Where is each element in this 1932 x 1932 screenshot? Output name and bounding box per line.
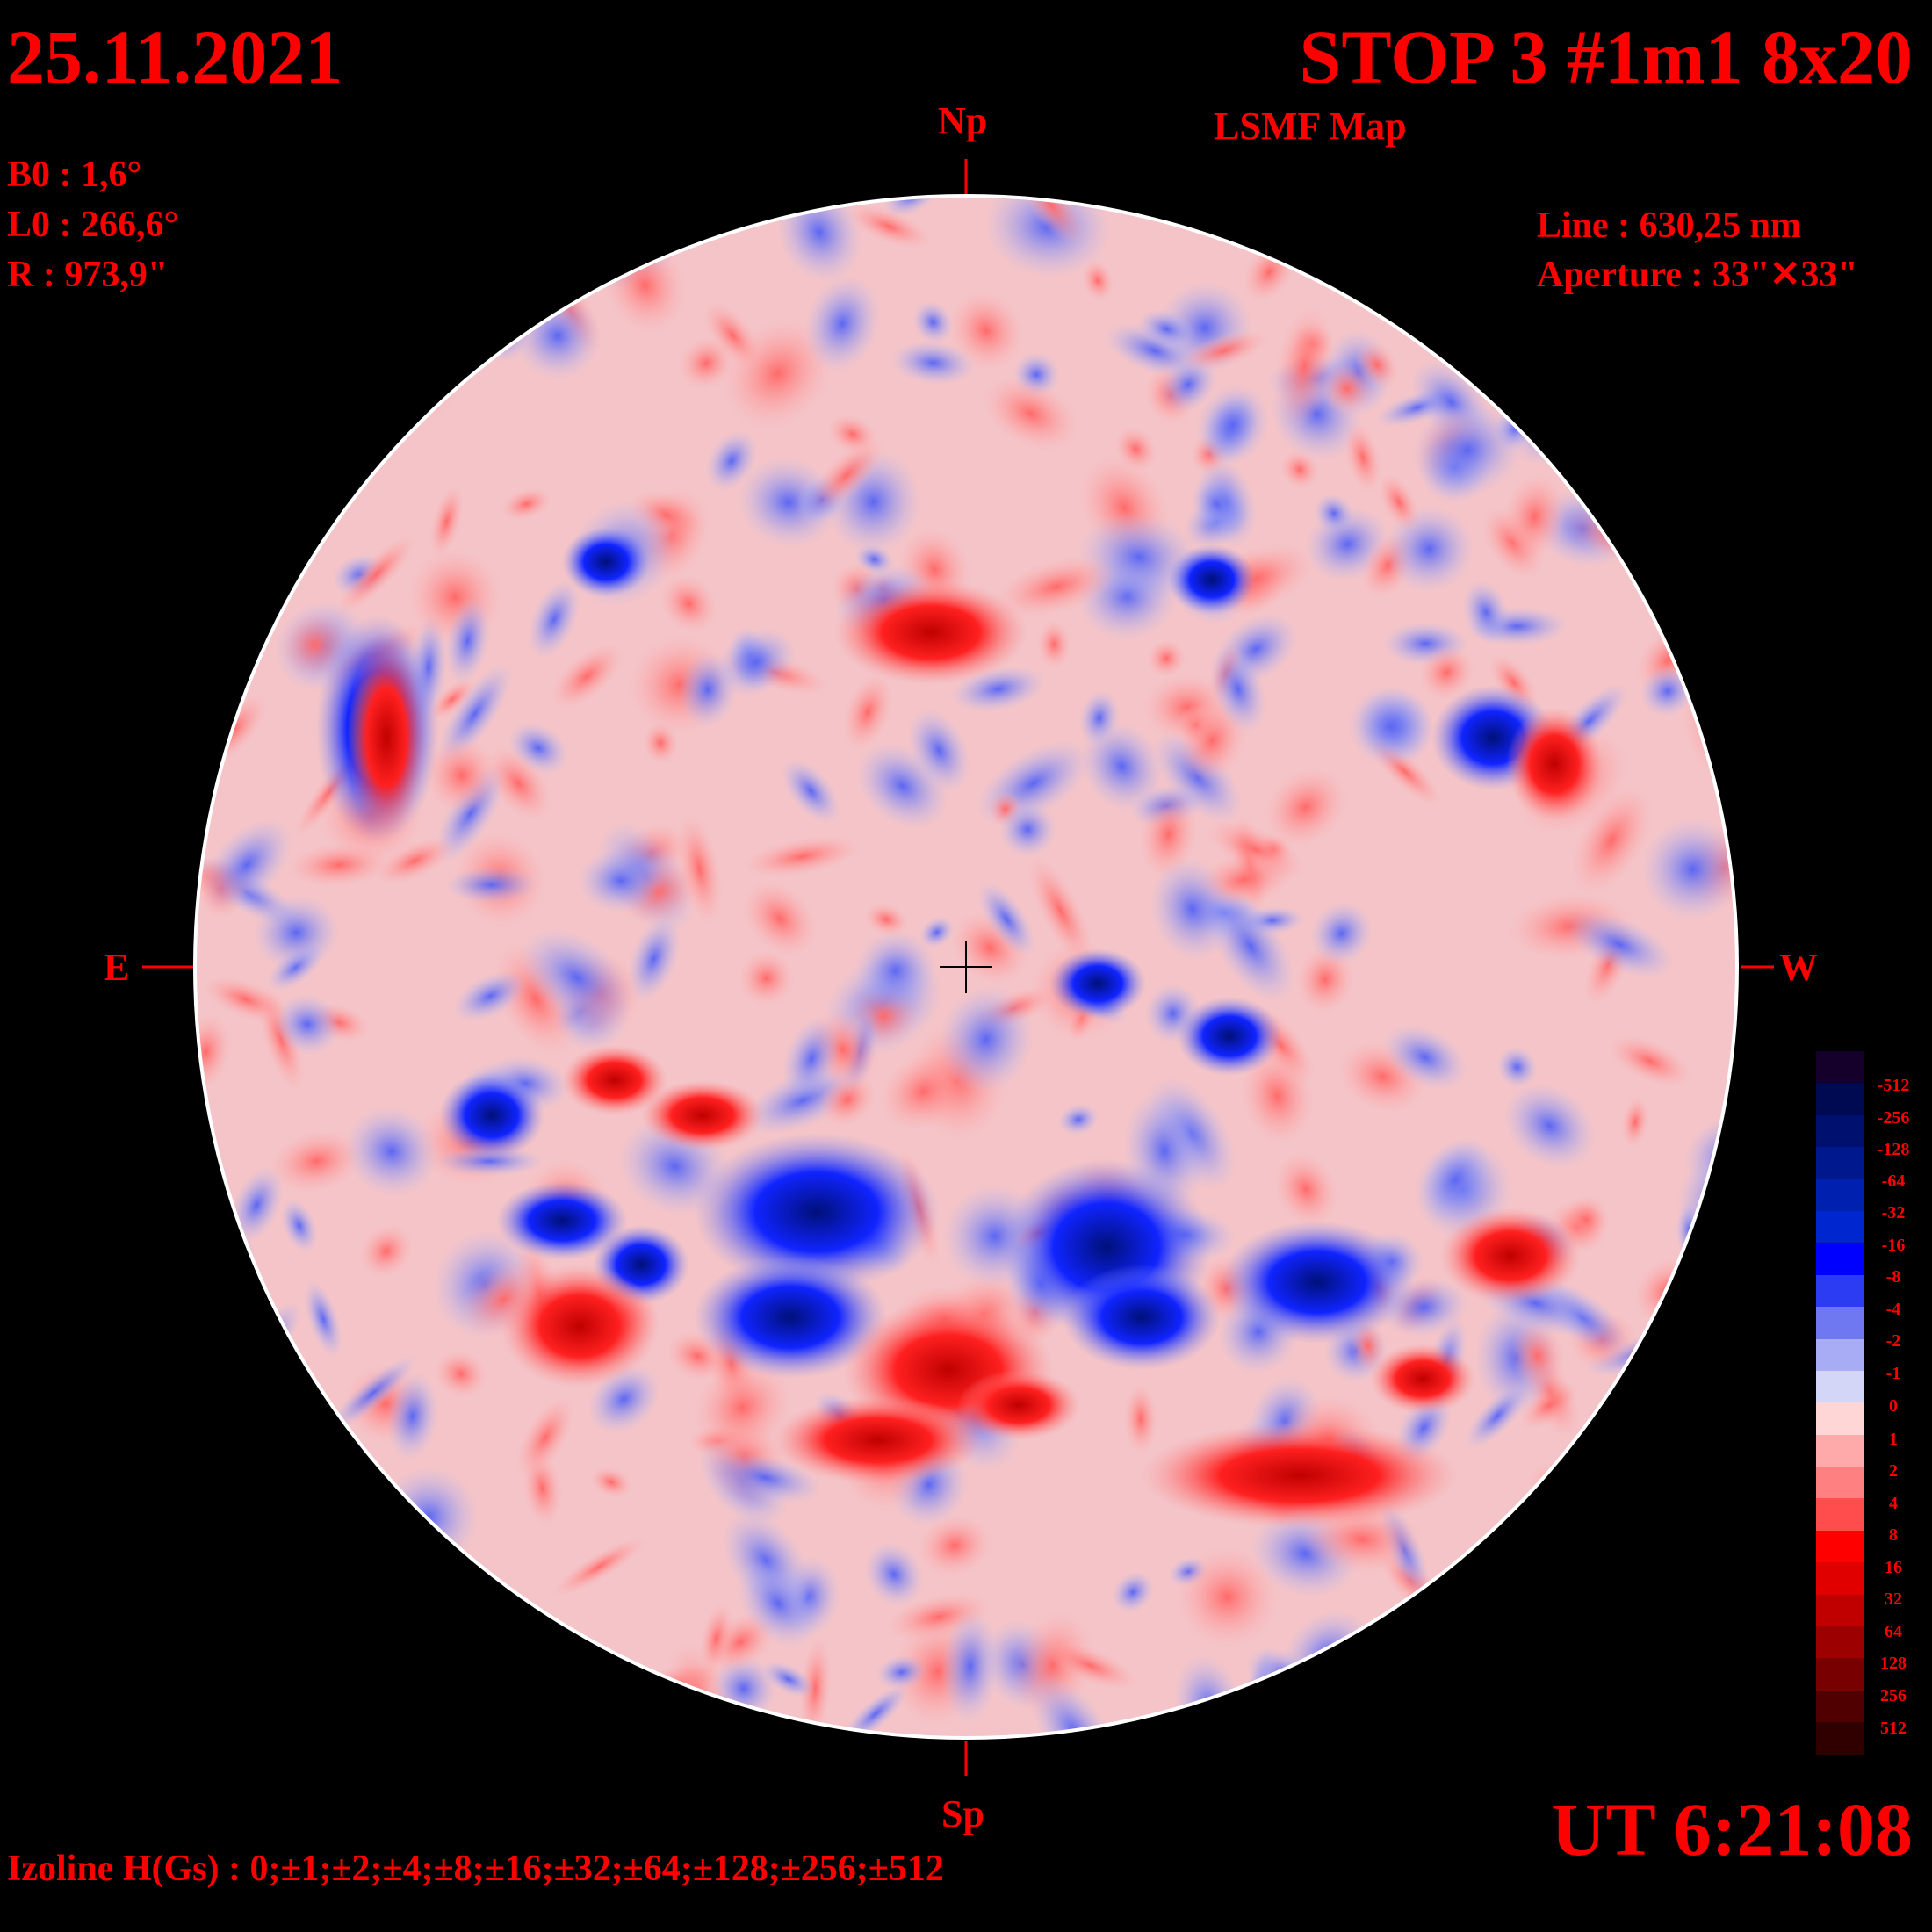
legend-swatch bbox=[1816, 1658, 1864, 1690]
legend-swatch bbox=[1816, 1370, 1864, 1403]
radius-value: R : 973,9" bbox=[7, 255, 169, 295]
legend-swatch bbox=[1816, 1626, 1864, 1659]
legend-level-label: 128 bbox=[1880, 1654, 1907, 1673]
legend-level-label: -16 bbox=[1881, 1236, 1906, 1255]
legend-level-label: 8 bbox=[1889, 1525, 1898, 1545]
legend-level-label: 32 bbox=[1885, 1590, 1902, 1609]
north-pole-label: Np bbox=[938, 99, 988, 142]
legend-swatch bbox=[1816, 1722, 1864, 1755]
legend-swatch bbox=[1816, 1147, 1864, 1179]
legend-level-label: -256 bbox=[1877, 1108, 1910, 1128]
south-pole-label: Sp bbox=[941, 1792, 984, 1835]
legend-level-label: -1 bbox=[1885, 1364, 1901, 1383]
legend-swatch bbox=[1816, 1467, 1864, 1499]
color-scale-legend bbox=[1816, 1051, 1864, 1755]
b0-value: B0 : 1,6° bbox=[7, 155, 142, 195]
legend-swatch bbox=[1816, 1530, 1864, 1563]
legend-swatch bbox=[1816, 1338, 1864, 1371]
east-label: E bbox=[104, 946, 130, 989]
legend-swatch bbox=[1816, 1243, 1864, 1275]
izoline-levels: Izoline H(Gs) : 0;±1;±2;±4;±8;±16;±32;±6… bbox=[7, 1849, 944, 1889]
legend-level-label: 2 bbox=[1889, 1461, 1898, 1481]
observation-date: 25.11.2021 bbox=[7, 15, 343, 99]
solar-disk bbox=[193, 194, 1739, 1740]
legend-swatch bbox=[1816, 1051, 1864, 1084]
legend-swatch bbox=[1816, 1594, 1864, 1627]
legend-level-label: 1 bbox=[1889, 1430, 1898, 1449]
spectral-line-value: Line : 630,25 nm bbox=[1537, 205, 1802, 246]
legend-level-label: 512 bbox=[1880, 1719, 1907, 1738]
map-title: STOP 3 #1m1 8x20 bbox=[1299, 15, 1913, 99]
legend-swatch bbox=[1816, 1402, 1864, 1435]
legend-level-label: -4 bbox=[1885, 1300, 1901, 1319]
legend-level-label: -512 bbox=[1877, 1076, 1910, 1095]
map-subtitle: LSMF Map bbox=[1214, 105, 1407, 148]
legend-swatch bbox=[1816, 1562, 1864, 1595]
axis-ticks bbox=[142, 159, 1774, 1776]
legend-level-label: -8 bbox=[1885, 1267, 1901, 1287]
legend-level-label: 16 bbox=[1885, 1558, 1902, 1577]
legend-swatch bbox=[1816, 1498, 1864, 1531]
legend-swatch bbox=[1816, 1690, 1864, 1723]
legend-swatch bbox=[1816, 1114, 1864, 1148]
l0-value: L0 : 266,6° bbox=[7, 205, 179, 245]
universal-time: UT 6:21:08 bbox=[1551, 1787, 1913, 1871]
legend-swatch bbox=[1816, 1434, 1864, 1467]
legend-level-label: 4 bbox=[1889, 1494, 1898, 1513]
legend-level-label: -128 bbox=[1877, 1140, 1910, 1159]
legend-level-label: 0 bbox=[1889, 1396, 1898, 1416]
legend-swatch bbox=[1816, 1274, 1864, 1308]
legend-swatch bbox=[1816, 1307, 1864, 1339]
center-crosshair bbox=[940, 941, 992, 993]
legend-swatch bbox=[1816, 1179, 1864, 1211]
legend-level-label: 64 bbox=[1885, 1622, 1902, 1641]
legend-level-label: 256 bbox=[1880, 1686, 1907, 1705]
aperture-value: Aperture : 33"✕33" bbox=[1537, 255, 1858, 295]
legend-level-label: -2 bbox=[1885, 1331, 1901, 1351]
legend-level-label: -64 bbox=[1881, 1171, 1906, 1191]
legend-swatch bbox=[1816, 1083, 1864, 1115]
west-label: W bbox=[1779, 946, 1818, 989]
legend-level-label: -32 bbox=[1881, 1203, 1906, 1222]
legend-swatch bbox=[1816, 1210, 1864, 1244]
